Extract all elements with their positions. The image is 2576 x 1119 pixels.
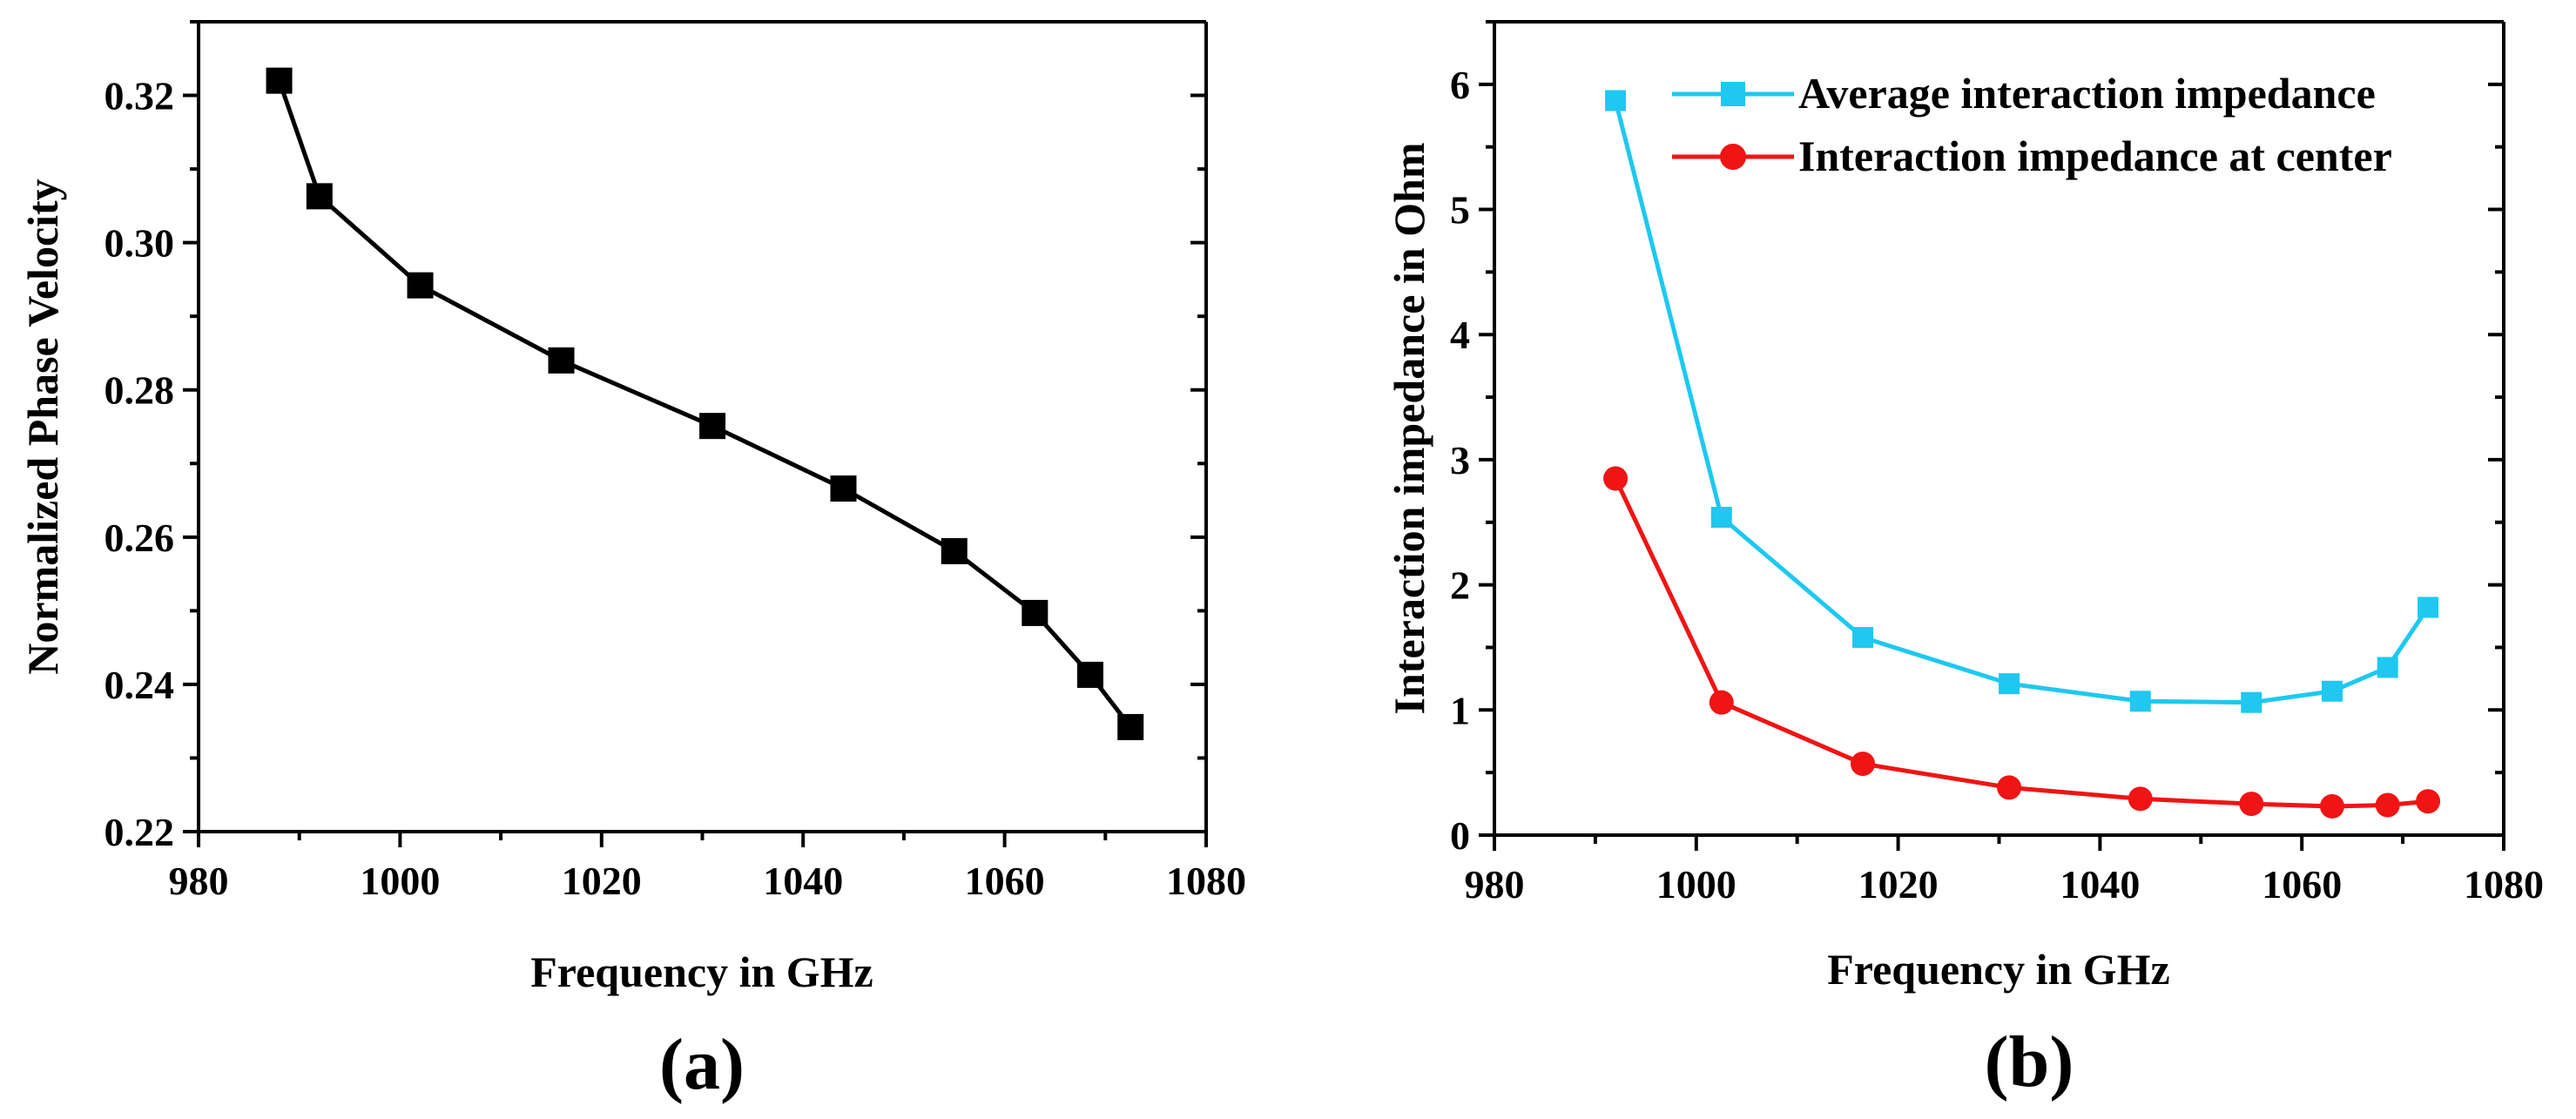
chart-a-series-line-0	[277, 79, 1133, 729]
chart-b-data-point	[1852, 626, 1874, 648]
chart-b-y-tick-label: 2	[1450, 563, 1470, 608]
chart-b-x-tick-label: 1000	[1656, 862, 1736, 907]
chart-b-legend: Average interaction impedance Interactio…	[1672, 69, 2392, 180]
chart-a-x-tick-label: 980	[169, 859, 229, 903]
chart-b-y-axis-title: Interaction impedance in Ohm	[1385, 143, 1433, 715]
chart-b-data-point	[2416, 789, 2441, 814]
chart-a-data-point	[266, 67, 293, 94]
chart-b-data-point	[2319, 793, 2344, 819]
chart-b-data-point	[2129, 691, 2151, 712]
chart-a-data-point	[941, 537, 968, 564]
chart-a-x-tick-label: 1000	[360, 859, 440, 903]
chart-a-data-point	[548, 347, 575, 374]
chart-b-x-tick-label: 1040	[2060, 862, 2140, 907]
chart-a-data-point	[306, 183, 333, 210]
chart-a-x-tick-label: 1040	[763, 859, 843, 903]
chart-b-data-point	[2239, 792, 2264, 817]
chart-b-data-point	[1605, 90, 1627, 111]
chart-a-y-tick-label: 0.26	[105, 516, 175, 560]
chart-b-x-tick-label: 1060	[2262, 862, 2342, 907]
chart-a-x-axis-title: Frequency in GHz	[530, 947, 873, 996]
chart-a-data-point	[830, 475, 857, 502]
legend-label-average: Average interaction impedance	[1798, 69, 2376, 118]
chart-a-y-tick-label: 0.32	[105, 74, 175, 118]
chart-a-x-tick-label: 1060	[965, 859, 1045, 903]
chart-b-series-line-0	[1613, 99, 2431, 705]
chart-a-data-point	[407, 272, 434, 299]
chart-b-data-point	[2241, 691, 2262, 713]
chart-b-data-point	[2418, 597, 2439, 618]
chart-a-y-tick-label: 0.24	[105, 663, 175, 707]
chart-a: 980 1000 1020 1040 1060 1080 0.22 0.24 0.26 0.28 0…	[18, 20, 1246, 1105]
chart-b-y-tick-label: 4	[1450, 313, 1470, 357]
chart-b-data-point	[2128, 786, 2153, 812]
chart-a-data-point	[1022, 599, 1049, 626]
chart-a-panel-label: (a)	[659, 1024, 745, 1105]
chart-b-x-tick-label: 1080	[2464, 862, 2544, 907]
chart-b-x-axis-title: Frequency in GHz	[1827, 945, 2170, 994]
chart-a-y-tick-label: 0.30	[105, 221, 175, 266]
legend-label-center: Interaction impedance at center	[1798, 131, 2392, 180]
chart-b-data-point	[1709, 690, 1734, 715]
chart-b-data-point	[2375, 792, 2400, 818]
chart-b-y-tick-label: 0	[1450, 813, 1470, 858]
chart-b-panel-label: (b)	[1985, 1021, 2074, 1102]
chart-a-y-axis-title: Normalized Phase Velocity	[18, 179, 67, 674]
chart-b-y-tick-label: 1	[1450, 688, 1470, 732]
chart-a-data-point	[699, 413, 726, 440]
chart-b-y-tick-label: 5	[1450, 188, 1470, 233]
chart-b-data-point	[1710, 507, 1732, 529]
chart-b: 980 1000 1020 1040 1060 1080 0 1 2 3 4 5 6 Average i…	[1385, 20, 2544, 1102]
chart-a-y-tick-label: 0.22	[105, 810, 175, 854]
chart-a-data-point	[1117, 713, 1144, 740]
chart-b-x-tick-label: 1020	[1858, 862, 1939, 907]
legend-marker-center	[1720, 144, 1746, 170]
chart-a-x-tick-label: 1020	[562, 859, 642, 903]
chart-b-data-point	[1603, 466, 1629, 491]
chart-b-data-point	[1999, 673, 2020, 695]
legend-marker-average	[1721, 82, 1745, 106]
chart-b-y-tick-label: 6	[1450, 63, 1470, 107]
chart-b-data-point	[1997, 775, 2022, 800]
chart-b-data-point	[2377, 657, 2398, 678]
chart-b-data-point	[2321, 680, 2343, 702]
chart-a-x-tick-label: 1080	[1166, 859, 1246, 903]
chart-b-series-line-1	[1613, 477, 2429, 809]
chart-b-data-point	[1851, 752, 1876, 777]
chart-b-y-tick-label: 3	[1450, 438, 1470, 482]
chart-a-y-tick-label: 0.28	[105, 368, 175, 413]
chart-b-x-tick-label: 980	[1465, 862, 1525, 907]
chart-a-data-point	[1076, 661, 1103, 688]
